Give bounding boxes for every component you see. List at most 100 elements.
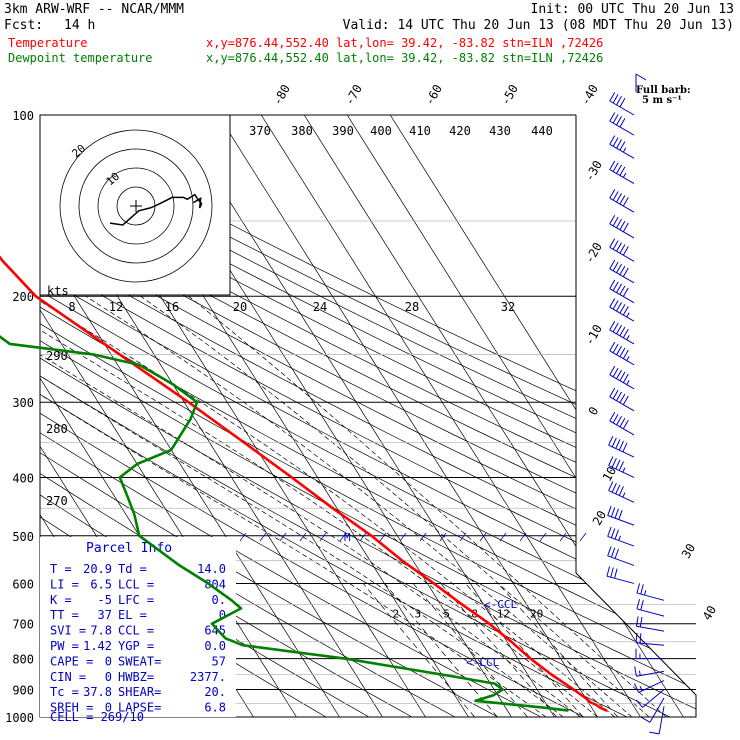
- wind-barb-feather: [619, 417, 626, 428]
- wind-barb: [609, 214, 635, 239]
- wind-barb-staff: [638, 680, 665, 693]
- wind-barb-half-feather: [644, 590, 647, 596]
- barb-legend-title: Full barb:: [636, 85, 691, 96]
- isotherm-line: [260, 115, 641, 717]
- wind-barb-feather: [611, 457, 617, 468]
- wind-barb-feather: [622, 287, 629, 297]
- isotherm-label: 20: [590, 508, 609, 528]
- parcel-row-label: T =: [50, 562, 72, 576]
- wind-barb-feather: [609, 214, 616, 225]
- wind-barb-half-feather: [622, 172, 627, 178]
- wind-barb-feather: [616, 218, 622, 229]
- wind-barb-feather: [609, 320, 616, 331]
- wind-barb-feather: [619, 326, 626, 337]
- parcel-info-title: Parcel Info: [86, 541, 172, 556]
- wind-barb-staff: [608, 490, 635, 503]
- isotherm-axis: -80 -70 -60 -50 -40 -30 -20 -10 0 10 20 30 40: [270, 82, 719, 623]
- level-tick: [399, 532, 407, 542]
- parcel-row-label: EL =: [118, 608, 147, 622]
- wind-barb-half-feather: [622, 147, 627, 153]
- wind-barb-feather: [633, 683, 640, 693]
- isotherm-label: -50: [498, 82, 521, 108]
- wind-barb-feather: [611, 437, 617, 448]
- wind-barb-staff: [609, 420, 635, 436]
- parcel-row-label: CIN =: [50, 670, 86, 684]
- wind-barb: [609, 160, 635, 185]
- theta-label: 430: [489, 124, 511, 138]
- dewpoint-station-info: x,y=876.44,552.40 lat,lon= 39.42, -83.82…: [206, 51, 603, 65]
- parcel-row-label: LFC =: [118, 593, 154, 607]
- pressure-label: 400: [12, 471, 34, 485]
- wind-barb-staff: [609, 197, 635, 213]
- wind-barb: [636, 599, 665, 617]
- isotherm-label: -10: [582, 322, 605, 348]
- wind-barb-feather: [610, 567, 614, 578]
- wind-barb: [609, 189, 635, 213]
- wind-barb-half-feather: [639, 686, 643, 691]
- wind-barb-staff: [658, 706, 665, 734]
- wind-barb-feather: [612, 240, 619, 250]
- wind-barb-staff: [609, 143, 635, 159]
- wind-barb-feather: [612, 94, 619, 104]
- theta-label: 410: [409, 124, 431, 138]
- theta-labels: 370 380 390 400 410 420 430 440: [249, 124, 553, 138]
- moist-adiabat: [40, 295, 564, 717]
- parcel-row-value: 7.8: [90, 624, 112, 638]
- wind-barb-feather: [619, 118, 626, 128]
- wind-barb-feather: [614, 548, 619, 559]
- wind-barb-feather: [612, 300, 619, 310]
- pressure-label: 300: [12, 396, 34, 410]
- parcel-row-value: 804: [204, 577, 226, 591]
- wind-barb-feather: [609, 92, 616, 102]
- wind-barb: [608, 456, 635, 478]
- wind-barb-feather: [606, 566, 611, 577]
- level-tick: [439, 532, 447, 542]
- level-tick: [539, 532, 547, 542]
- parcel-row-value: 37.8: [83, 685, 112, 699]
- level-tick: [239, 532, 247, 542]
- wind-barb: [608, 435, 635, 458]
- parcel-row-value: 0: [105, 654, 112, 668]
- wind-barb-staff: [609, 223, 635, 239]
- wind-barb-feather: [611, 482, 617, 493]
- level-tick: [579, 532, 587, 542]
- level-tick: [519, 532, 527, 542]
- hodograph-ring: [78, 148, 194, 264]
- wind-barb-feather: [640, 600, 644, 611]
- wind-barb-feather: [622, 246, 629, 256]
- wind-barb-feather: [609, 135, 616, 145]
- theta-label: 370: [249, 124, 271, 138]
- wind-barb-staff: [608, 465, 635, 478]
- wind-barb-feather: [616, 116, 622, 126]
- wind-barb-feather: [614, 568, 618, 579]
- wind-barb-feather: [616, 193, 622, 203]
- wind-barb-staff: [609, 120, 635, 136]
- parcel-row-label: CAPE =: [50, 654, 93, 668]
- wind-barb-feather: [615, 459, 621, 470]
- wind-barb-staff: [609, 100, 635, 116]
- theta-label: 380: [291, 124, 313, 138]
- parcel-row-label: SHEAR=: [118, 685, 161, 699]
- wind-barb-staff: [636, 642, 665, 646]
- mixing-ratio-line: [362, 583, 475, 717]
- forecast-label: Fcst:: [4, 18, 43, 33]
- wind-barb-staff: [609, 169, 635, 185]
- level-tick: [459, 532, 467, 542]
- wind-barb-feather: [609, 189, 616, 199]
- wind-barb: [633, 680, 665, 693]
- wind-barb-staff: [636, 625, 665, 632]
- wind-barb: [635, 616, 665, 632]
- forecast-hour: 14 h: [64, 18, 95, 33]
- mixing-ratio-label: 5: [443, 608, 450, 621]
- isotherm-label: -40: [578, 82, 601, 108]
- wind-barb-feather: [618, 509, 623, 520]
- wind-barb-feather: [616, 369, 622, 379]
- wind-barb: [607, 505, 635, 526]
- wind-barb-feather: [616, 164, 622, 174]
- level-tick: [339, 532, 347, 542]
- mixing-ratio-label: 3: [414, 608, 421, 621]
- mixing-ratio-label: 12: [497, 608, 510, 621]
- speed-tick-label: 24: [313, 300, 327, 314]
- wind-barb: [609, 365, 635, 390]
